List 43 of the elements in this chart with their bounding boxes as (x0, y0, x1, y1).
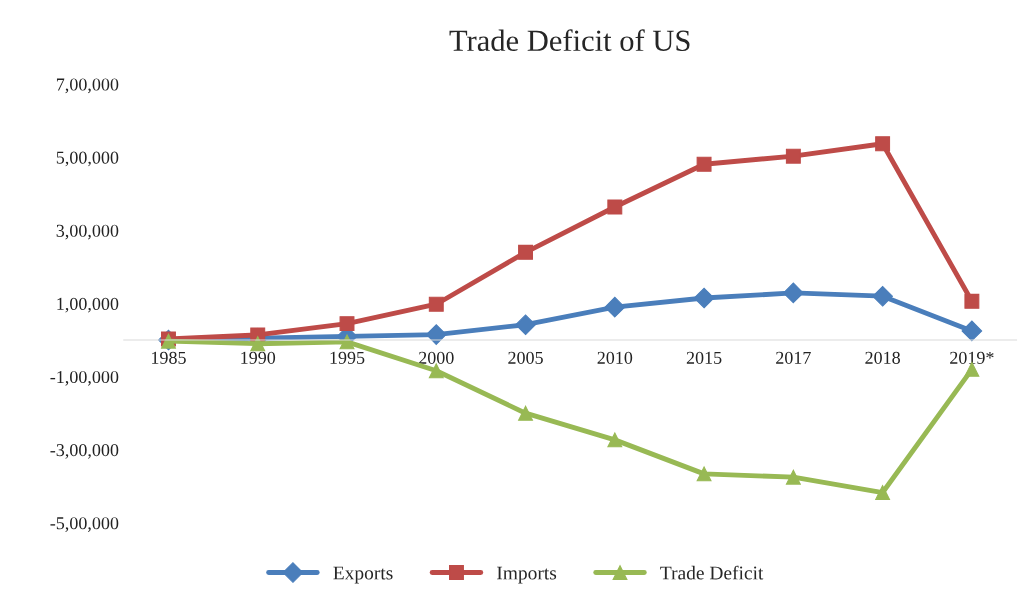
x-tick-label: 2015 (686, 351, 722, 364)
point (518, 244, 534, 260)
x-tick-label: 2019* (950, 351, 994, 364)
point (696, 156, 712, 172)
y-tick-label: 1,00,000 (57, 297, 119, 313)
y-tick-label: -5,00,000 (50, 517, 119, 532)
point (961, 320, 983, 342)
point (604, 296, 626, 318)
point (250, 336, 266, 352)
point (425, 324, 447, 345)
point (696, 466, 712, 482)
x-tick-label: 2010 (597, 351, 633, 364)
point (515, 314, 536, 336)
point (872, 285, 893, 307)
point (607, 199, 623, 215)
x-tick-label: 1985 (152, 351, 186, 364)
point (785, 148, 801, 164)
point (875, 136, 891, 152)
y-tick-label: 3,00,000 (56, 224, 119, 240)
point (607, 432, 623, 448)
point (428, 296, 444, 312)
legend-label: Imports (497, 566, 557, 584)
point (518, 405, 534, 421)
y-tick-label: 7,00,000 (56, 78, 119, 94)
y-tick-label: -3,00,000 (50, 444, 119, 459)
chart-title: Trade Deficit of US (449, 29, 690, 52)
x-tick-label: 2000 (419, 351, 454, 364)
point (428, 363, 444, 379)
x-tick-label: 1995 (330, 351, 365, 364)
y-tick-label: -1,00,000 (50, 370, 119, 386)
point (693, 287, 715, 309)
point (785, 469, 801, 485)
point (964, 293, 980, 309)
point (783, 282, 804, 304)
point (875, 485, 891, 500)
x-tick-label: 2005 (508, 351, 543, 364)
y-tick-label: 5,00,000 (56, 151, 119, 167)
legend-label: Exports (333, 566, 393, 584)
point (339, 316, 355, 332)
x-tick-label: 1990 (241, 351, 276, 364)
x-tick-label: 2018 (865, 351, 900, 364)
legend-label: Trade Deficit (660, 565, 764, 580)
x-tick-label: 2017 (776, 351, 811, 364)
